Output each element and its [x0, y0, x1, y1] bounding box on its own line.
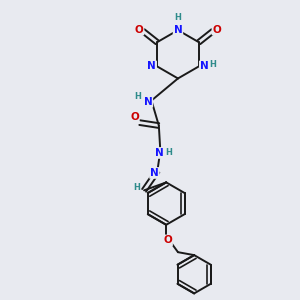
Text: N: N: [147, 61, 156, 71]
Text: N: N: [174, 25, 182, 35]
Text: H: H: [134, 92, 141, 101]
Text: O: O: [130, 112, 139, 122]
Text: O: O: [163, 236, 172, 245]
Text: O: O: [135, 25, 143, 34]
Text: H: H: [175, 13, 182, 22]
Text: N: N: [144, 97, 152, 107]
Text: N: N: [155, 148, 164, 158]
Text: O: O: [212, 25, 221, 34]
Text: N: N: [150, 168, 159, 178]
Text: N: N: [200, 61, 208, 71]
Text: H: H: [165, 148, 172, 158]
Text: H: H: [210, 60, 217, 69]
Text: H: H: [133, 183, 140, 192]
